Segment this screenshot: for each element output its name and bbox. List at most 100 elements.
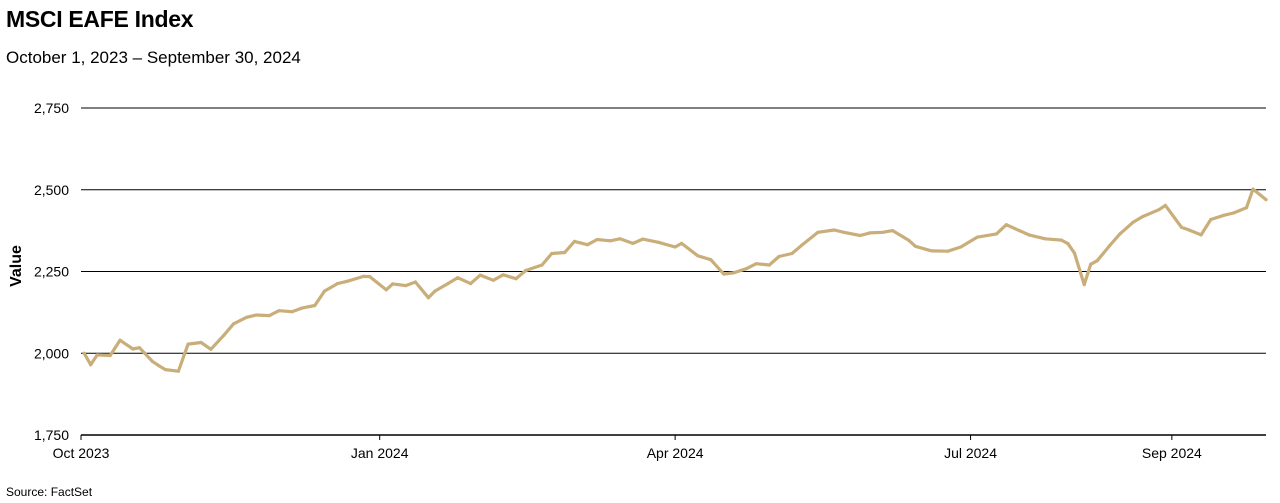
data-point xyxy=(222,333,226,337)
data-point xyxy=(433,289,437,293)
data-point xyxy=(322,289,327,293)
data-point xyxy=(89,363,93,367)
data-point xyxy=(631,241,635,245)
y-tick-label: 2,500 xyxy=(34,182,69,198)
data-point xyxy=(1043,237,1047,241)
data-point xyxy=(1199,233,1203,237)
data-point xyxy=(907,238,911,242)
data-point xyxy=(209,347,213,351)
data-point xyxy=(313,303,317,308)
data-point xyxy=(245,315,249,319)
data-point xyxy=(913,244,918,248)
data-point xyxy=(975,235,979,239)
data-point xyxy=(254,313,258,317)
data-point xyxy=(82,351,86,355)
data-point xyxy=(1186,228,1190,232)
data-point xyxy=(469,282,473,286)
data-point xyxy=(1222,213,1226,217)
data-point xyxy=(176,369,180,373)
y-tick-labels: 1,750 2,000 2,250 2,500 2,750 xyxy=(34,100,69,443)
data-point xyxy=(456,276,460,280)
x-tick-label: Oct 2023 xyxy=(53,445,110,461)
data-point xyxy=(335,282,340,286)
data-point xyxy=(232,322,236,326)
data-point xyxy=(673,245,677,249)
data-point xyxy=(696,254,700,258)
data-point xyxy=(563,250,567,255)
data-point xyxy=(361,274,366,278)
data-point xyxy=(186,342,190,346)
data-point xyxy=(744,267,749,271)
series-layer xyxy=(82,187,1268,373)
y-tick-label: 2,750 xyxy=(34,100,69,116)
data-point xyxy=(608,239,612,243)
data-point xyxy=(816,230,820,234)
data-point xyxy=(1180,225,1184,229)
data-point xyxy=(1131,220,1135,224)
data-point xyxy=(1059,238,1064,242)
data-point xyxy=(1157,208,1161,212)
data-point xyxy=(618,237,622,241)
x-tick-label: Jan 2024 xyxy=(351,445,409,461)
series-line xyxy=(82,187,1268,373)
data-point xyxy=(413,280,417,284)
data-point xyxy=(384,288,388,292)
data-point xyxy=(1118,232,1122,236)
data-point xyxy=(1209,217,1213,222)
data-point xyxy=(1089,262,1093,266)
data-point xyxy=(501,273,505,277)
data-point xyxy=(595,237,599,242)
data-point xyxy=(767,263,771,267)
x-tick-label: Sep 2024 xyxy=(1142,445,1202,461)
data-point xyxy=(1066,242,1070,246)
data-point xyxy=(1231,211,1236,215)
data-point xyxy=(300,306,304,310)
data-point xyxy=(641,237,645,241)
chart-title: MSCI EAFE Index xyxy=(6,6,194,32)
data-point xyxy=(267,314,271,318)
data-point xyxy=(722,272,726,276)
data-point xyxy=(1141,215,1145,219)
data-point xyxy=(1251,187,1255,191)
data-point xyxy=(137,346,141,350)
data-point xyxy=(491,278,495,282)
data-point xyxy=(540,263,544,267)
data-point xyxy=(930,249,934,253)
data-point xyxy=(1072,251,1077,255)
data-point xyxy=(199,340,203,345)
data-point xyxy=(118,338,122,342)
data-point xyxy=(790,251,794,256)
data-point xyxy=(800,243,804,247)
data-point xyxy=(163,368,167,372)
data-point xyxy=(290,310,294,314)
data-point xyxy=(277,309,281,313)
data-point xyxy=(754,262,758,266)
data-point xyxy=(680,241,684,245)
data-point xyxy=(524,268,528,273)
data-point xyxy=(572,239,577,243)
x-tick-labels: Oct 2023 Jan 2024 Apr 2024 Jul 2024 Sep 2024 xyxy=(53,435,1202,461)
data-point xyxy=(994,232,999,236)
data-point xyxy=(777,254,781,259)
data-point xyxy=(426,296,430,300)
chart-subtitle: October 1, 2023 – September 30, 2024 xyxy=(6,48,301,67)
data-point xyxy=(514,277,518,281)
data-point xyxy=(732,271,736,275)
data-point xyxy=(1264,198,1268,202)
data-point xyxy=(1017,229,1021,233)
data-point xyxy=(946,249,950,253)
data-point xyxy=(550,251,554,256)
data-point xyxy=(157,364,161,368)
gridlines xyxy=(81,107,1266,436)
data-point xyxy=(657,240,661,244)
data-point xyxy=(1108,243,1112,247)
data-point xyxy=(1095,259,1099,263)
data-point xyxy=(108,353,112,358)
data-point xyxy=(446,282,450,286)
data-point xyxy=(391,282,395,286)
data-point xyxy=(868,231,872,235)
data-point xyxy=(1027,233,1031,237)
data-point xyxy=(858,233,862,238)
source-note: Source: FactSet xyxy=(6,485,93,499)
